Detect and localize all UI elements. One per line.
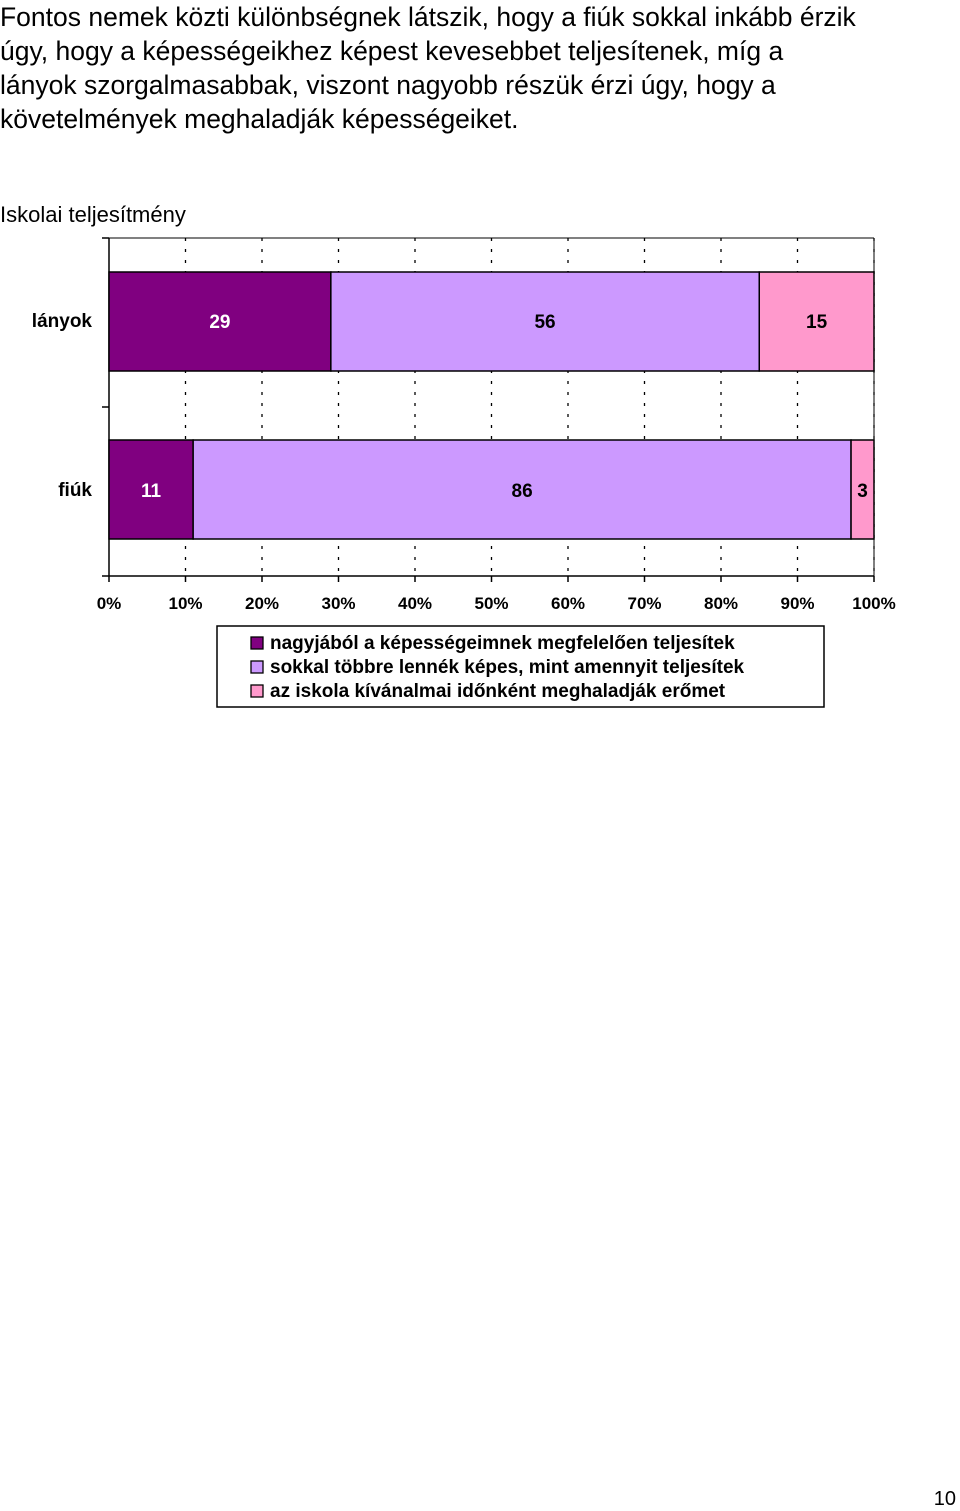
- legend-swatch: [250, 684, 264, 698]
- legend-box: [216, 625, 825, 708]
- legend-entry: sokkal többre lennék képes, mint amennyi…: [270, 657, 745, 678]
- x-tick-label: 50%: [474, 594, 508, 613]
- chart-labels: lányok fiúk 29 56 15 11 86 3: [32, 311, 868, 502]
- x-tick-label: 100%: [852, 594, 895, 613]
- bar-segment: [108, 271, 332, 372]
- x-tick-label: 30%: [321, 594, 355, 613]
- data-label: 15: [806, 312, 828, 333]
- data-label: 86: [512, 481, 533, 502]
- legend-entry: az iskola kívánalmai időnként meghaladjá…: [270, 681, 726, 702]
- page-number: 10: [933, 1488, 956, 1510]
- data-label: 56: [534, 312, 555, 333]
- intro-line-3: lányok szorgalmasabbak, viszont nagyobb …: [0, 70, 776, 100]
- chart-legend: nagyjából a képességeimnek megfelelően t…: [216, 625, 825, 708]
- bar-segment: [758, 271, 875, 372]
- stacked-bar-chart: Iskolai teljesítmény 0% 10% 20% 30% 40% 50% 60…: [0, 202, 896, 708]
- legend-swatch: [250, 660, 264, 674]
- chart-bars: [108, 271, 875, 540]
- category-label: fiúk: [58, 480, 92, 501]
- legend-entry: nagyjából a képességeimnek megfelelően t…: [270, 633, 735, 654]
- data-label: 11: [141, 481, 162, 502]
- legend-swatch: [250, 636, 264, 650]
- x-tick-label: 80%: [704, 594, 738, 613]
- x-tick-label: 60%: [551, 594, 585, 613]
- bar-segment: [330, 271, 760, 372]
- chart-axes: 0% 10% 20% 30% 40% 50% 60% 70% 80% 90% 100%: [97, 237, 896, 613]
- x-tick-label: 0%: [97, 594, 122, 613]
- x-tick-label: 10%: [168, 594, 202, 613]
- intro-line-1: Fontos nemek közti különbségnek látszik,…: [0, 2, 856, 32]
- intro-paragraph: Fontos nemek közti különbségnek látszik,…: [0, 0, 958, 136]
- data-label: 3: [857, 481, 868, 502]
- chart-title: Iskolai teljesítmény: [0, 202, 186, 227]
- intro-line-2: úgy, hogy a képességeikhez képest kevese…: [0, 36, 784, 66]
- bar-segment: [192, 439, 852, 540]
- x-tick-label: 40%: [398, 594, 432, 613]
- data-label: 29: [209, 312, 230, 333]
- x-tick-label: 70%: [627, 594, 661, 613]
- category-label: lányok: [32, 311, 93, 332]
- intro-line-4: követelmények meghaladják képességeiket.: [0, 104, 519, 134]
- x-tick-label: 20%: [245, 594, 279, 613]
- bar-segment: [850, 439, 875, 540]
- x-tick-label: 90%: [780, 594, 814, 613]
